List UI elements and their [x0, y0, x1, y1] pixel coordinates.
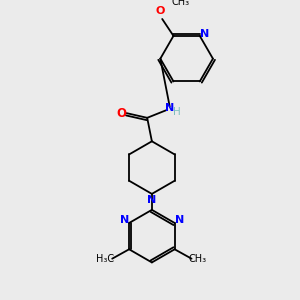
Text: O: O — [156, 7, 165, 16]
Text: H₃C: H₃C — [96, 254, 114, 264]
Text: N: N — [165, 103, 174, 113]
Text: N: N — [175, 215, 184, 225]
Text: N: N — [147, 194, 157, 205]
Text: H: H — [173, 107, 181, 117]
Text: CH₃: CH₃ — [172, 0, 190, 7]
Text: N: N — [120, 215, 129, 225]
Text: O: O — [117, 106, 127, 120]
Text: N: N — [200, 29, 209, 39]
Text: CH₃: CH₃ — [188, 254, 206, 264]
